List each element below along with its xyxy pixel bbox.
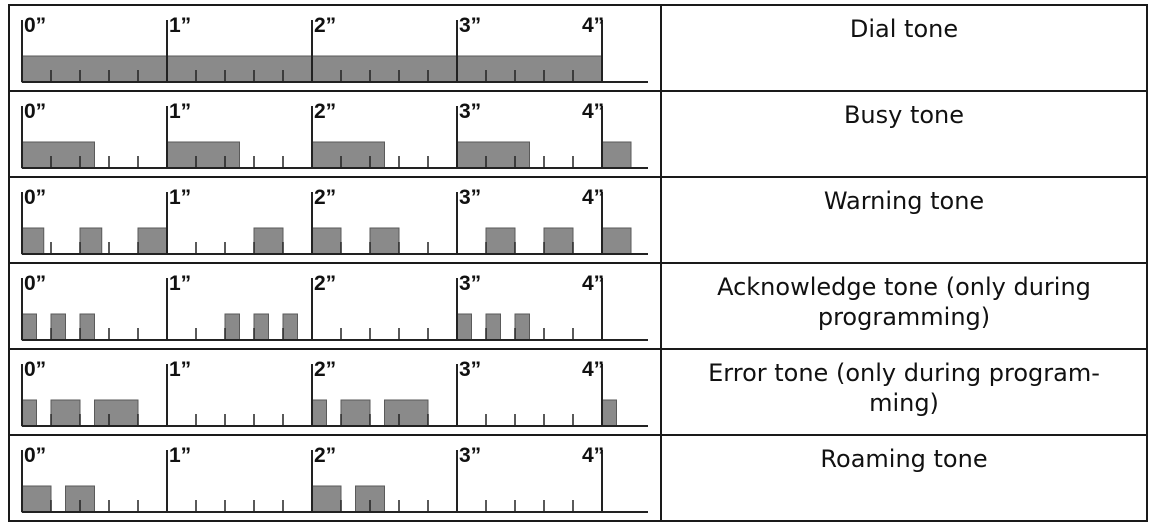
tone-pulse [369,227,400,255]
tone-row: 0” 1” 2” 3” 4” Busy tone [8,90,1148,178]
tone-timeline: 0” 1” 2” 3” 4” [21,272,648,341]
tone-timeline: 0” 1” 2” 3” 4” [21,100,648,169]
tone-pulse [21,227,45,255]
second-label: 0” [24,444,46,467]
tone-pulse [601,227,632,255]
second-label: 4” [582,272,604,295]
tone-pulse [340,399,371,427]
second-label: 0” [24,100,46,123]
tone-pulse [456,141,530,169]
second-label: 4” [582,186,604,209]
tone-pulse [311,399,327,427]
tone-row: 0” 1” 2” 3” 4” Warning tone [8,176,1148,264]
second-label: 1” [169,14,191,37]
tone-label: Acknowledge tone (only during programmin… [660,262,1148,350]
tone-pulse [282,313,298,341]
tone-pulse [224,313,240,341]
tone-pulse [311,227,342,255]
tone-pulse [21,141,95,169]
second-label: 3” [459,444,481,467]
tone-label: Roaming tone [660,434,1148,522]
tone-rows: 0” 1” 2” 3” 4” Dial tone 0” 1” 2” 3” 4” Busy tone 0”… [8,4,1148,522]
second-label: 2” [314,444,336,467]
tone-row: 0” 1” 2” 3” 4” Dial tone [8,4,1148,92]
tone-pulse [311,141,385,169]
tone-pulse [485,227,516,255]
tone-diagram-cell: 0” 1” 2” 3” 4” [8,4,662,92]
tone-pulse [311,485,342,513]
second-label: 0” [24,186,46,209]
second-label: 3” [459,186,481,209]
second-label: 4” [582,358,604,381]
tone-diagram-cell: 0” 1” 2” 3” 4” [8,176,662,264]
second-label: 4” [582,444,604,467]
second-label: 3” [459,272,481,295]
tone-label: Busy tone [660,90,1148,178]
second-label: 1” [169,100,191,123]
tone-pulse [485,313,501,341]
tone-timeline: 0” 1” 2” 3” 4” [21,186,648,255]
tone-pulse [21,399,37,427]
second-label: 0” [24,358,46,381]
tone-row: 0” 1” 2” 3” 4” Error tone (only during progra… [8,348,1148,436]
tone-pulse [543,227,574,255]
tone-diagram-cell: 0” 1” 2” 3” 4” [8,90,662,178]
second-label: 2” [314,358,336,381]
tone-label: Error tone (only during program-ming) [660,348,1148,436]
tone-pulse [456,313,472,341]
second-label: 2” [314,272,336,295]
tone-timeline: 0” 1” 2” 3” 4” [21,14,648,83]
tone-row: 0” 1” 2” 3” 4” Acknowledge tone (only during … [8,262,1148,350]
second-label: 3” [459,358,481,381]
second-label: 1” [169,272,191,295]
tone-pulse [50,313,66,341]
second-label: 1” [169,358,191,381]
tone-pulse [384,399,429,427]
tone-pulse [94,399,139,427]
tone-pulse [514,313,530,341]
second-label: 1” [169,186,191,209]
tone-diagram-cell: 0” 1” 2” 3” 4” [8,434,662,522]
tone-pulse [50,399,81,427]
tone-pulse [253,313,269,341]
tone-timeline: 0” 1” 2” 3” 4” [21,444,648,513]
tone-pulse [79,227,103,255]
tone-pulse [601,141,632,169]
tone-pulse [21,485,52,513]
tone-pulse [166,141,240,169]
second-label: 3” [459,14,481,37]
tone-diagram-cell: 0” 1” 2” 3” 4” [8,348,662,436]
tone-pulse [253,227,284,255]
tone-label: Warning tone [660,176,1148,264]
second-label: 4” [582,14,604,37]
second-label: 0” [24,14,46,37]
second-label: 1” [169,444,191,467]
tone-pulse [137,227,168,255]
tone-table: 0” 1” 2” 3” 4” Dial tone 0” 1” 2” 3” 4” Busy tone 0”… [8,4,1148,522]
tone-timeline: 0” 1” 2” 3” 4” [21,358,648,427]
tone-pulse [601,399,617,427]
tone-pulse [21,313,37,341]
second-label: 2” [314,100,336,123]
tone-diagram-cell: 0” 1” 2” 3” 4” [8,262,662,350]
second-label: 4” [582,100,604,123]
tone-label: Dial tone [660,4,1148,92]
tone-pulse [79,313,95,341]
second-label: 3” [459,100,481,123]
tone-row: 0” 1” 2” 3” 4” Roaming tone [8,434,1148,522]
second-label: 2” [314,14,336,37]
second-label: 0” [24,272,46,295]
second-label: 2” [314,186,336,209]
